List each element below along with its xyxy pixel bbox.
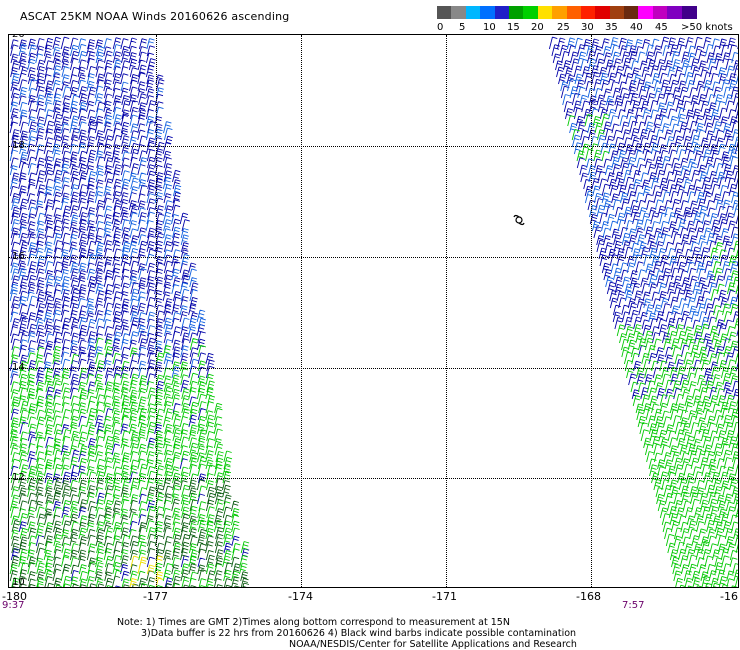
parallel-line [9,478,738,479]
note-line-1: Note: 1) Times are GMT 2)Times along bot… [117,617,510,628]
lat-label: 10 [12,577,25,588]
lon-label: -180 [2,590,27,603]
colorbar-swatch [609,6,625,19]
colorbar-swatch [566,6,582,19]
wind-barb-group [9,477,250,587]
lon-label: -168 [576,590,601,603]
lat-label: 18 [12,140,25,151]
colorbar-label: 35 [605,22,618,33]
colorbar-swatch [681,6,697,19]
lat-label: 12 [12,472,25,483]
colorbar-label: 20 [531,22,544,33]
wind-barb-group [9,37,738,379]
note-line-2: 3)Data buffer is 22 hrs from 20160626 4)… [141,628,577,639]
wind-speed-colorbar: 0 5 10 15 20 25 30 35 40 45 >50 knots [437,6,737,38]
lat-label: 14 [12,362,25,373]
meridian-line [446,35,447,587]
lon-label: -16 [720,590,738,603]
footnotes: Note: 1) Times are GMT 2)Times along bot… [117,617,577,650]
meridian-line [591,35,592,587]
lon-label: -177 [143,590,168,603]
parallel-line [9,368,738,369]
parallel-line [9,146,738,147]
meridian-line [301,35,302,587]
colorbar-label: 15 [507,22,520,33]
lon-label: -171 [432,590,457,603]
colorbar-swatch [552,6,568,19]
left-swath-time: 9:37 [2,600,25,611]
colorbar-label: 10 [483,22,496,33]
colorbar-swatch [652,6,668,19]
note-line-3: NOAA/NESDIS/Center for Satellite Applica… [289,639,577,650]
colorbar-swatch [638,6,654,19]
colorbar-label: >50 knots [681,22,733,33]
colorbar-label: 40 [630,22,643,33]
chart-title: ASCAT 25KM NOAA Winds 20160626 ascending [20,10,290,23]
colorbar-swatch [595,6,611,19]
colorbar-swatch [465,6,481,19]
colorbar-swatch [480,6,496,19]
colorbar-label: 25 [557,22,570,33]
colorbar-swatch [580,6,596,19]
colorbar-swatch [523,6,539,19]
colorbar-swatch [624,6,640,19]
colorbar-swatch [494,6,510,19]
colorbar-label: 30 [581,22,594,33]
wind-barb-group [9,113,738,587]
colorbar-swatch [667,6,683,19]
wind-barb-swaths [9,36,738,587]
colorbar-swatch [537,6,553,19]
right-swath-time: 7:57 [622,600,645,611]
wind-barb-group [9,36,738,587]
map-frame: 20 18 16 14 12 10 [8,34,739,588]
colorbar-swatch [437,6,452,19]
meridian-line [156,35,157,587]
lon-label: -174 [288,590,313,603]
cyclone-icon [513,214,525,226]
colorbar-label: 45 [655,22,668,33]
parallel-line [9,257,738,258]
colorbar-swatch [451,6,467,19]
colorbar-label: 0 [437,22,444,33]
colorbar-swatch [508,6,524,19]
lat-label: 20 [12,34,25,40]
lat-label: 16 [12,251,25,262]
colorbar-label: 5 [459,22,466,33]
